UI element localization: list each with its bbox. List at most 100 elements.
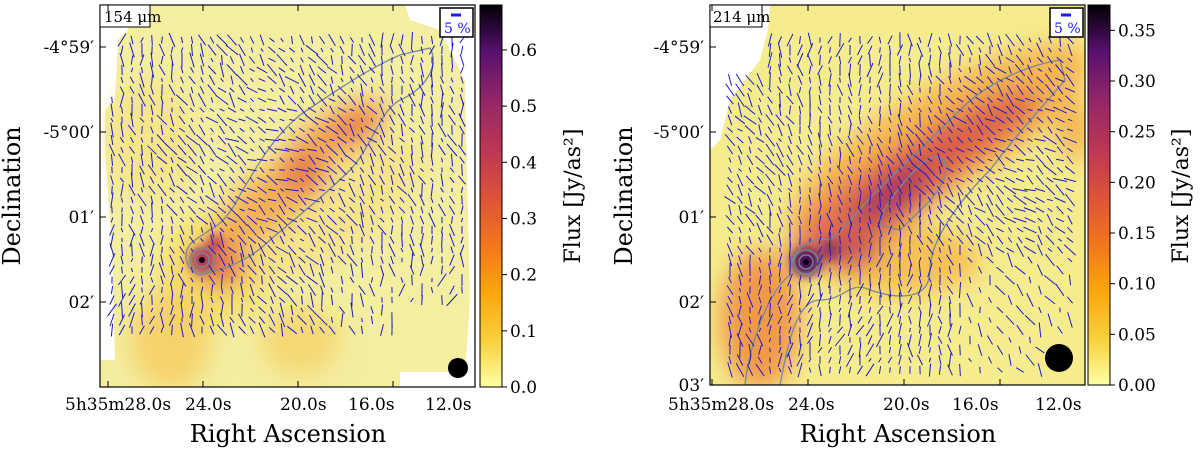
polarization-vector: [897, 124, 903, 136]
polarization-vector: [828, 197, 832, 203]
polarization-vector: [1056, 265, 1064, 275]
polarization-vector: [976, 168, 984, 172]
polarization-vector: [985, 86, 995, 94]
polarization-vector: [437, 273, 447, 287]
polarization-vector: [268, 46, 276, 54]
polarization-vector: [248, 276, 256, 284]
polarization-vector: [360, 83, 364, 97]
polarization-vector: [938, 286, 942, 294]
polarization-vector: [888, 237, 892, 243]
polarization-vector: [755, 214, 765, 226]
polarization-vector: [349, 244, 355, 256]
polarization-vector: [368, 66, 376, 74]
polarization-vector: [986, 185, 994, 195]
polarization-vector: [309, 263, 315, 277]
polarization-vector: [787, 173, 793, 187]
polarization-vector: [151, 74, 153, 86]
contours-214um: [744, 59, 1066, 385]
polarization-vector: [119, 53, 125, 67]
polarization-vector: [947, 177, 953, 183]
polarization-vector: [818, 333, 822, 347]
polarization-vector: [748, 227, 752, 233]
polarization-vector: [357, 54, 367, 66]
polarization-vector: [380, 117, 384, 123]
polarization-vector: [409, 83, 415, 97]
polarization-vector: [287, 95, 297, 105]
polarization-vector: [341, 287, 343, 293]
polarization-vector: [380, 206, 384, 214]
polarization-vector: [868, 307, 872, 313]
polarization-vector: [958, 77, 962, 83]
colorbar-154um: [479, 4, 503, 388]
polarization-vector: [249, 148, 255, 152]
polarization-vector: [1026, 175, 1034, 185]
polarization-vector: [320, 47, 324, 53]
polarization-vector: [967, 204, 973, 216]
polarization-vector: [107, 303, 117, 317]
polarization-vector: [898, 343, 902, 357]
polarization-vector: [298, 118, 306, 122]
polarization-vector: [938, 53, 942, 67]
scale-label-154um: 5 %: [444, 21, 471, 37]
polarization-vector: [261, 275, 263, 285]
polarization-vector: [1067, 257, 1073, 263]
polarization-vector: [836, 136, 844, 144]
polarization-vector: [788, 57, 792, 63]
polarization-vector: [918, 202, 922, 218]
polarization-vector: [188, 155, 196, 165]
polarization-vector: [380, 166, 384, 174]
polarization-vector: [907, 95, 913, 105]
polarization-vector: [986, 76, 994, 84]
polarization-vector: [349, 108, 355, 112]
polarization-vector: [948, 266, 952, 274]
polarization-vector: [728, 237, 732, 243]
polarization-vector: [389, 205, 395, 215]
polarization-vector: [247, 264, 257, 276]
polarization-vector: [956, 156, 964, 164]
polarization-vector: [995, 215, 1005, 225]
wavelength-label-214um: 214 μm: [713, 8, 770, 26]
polarization-vector: [269, 37, 275, 43]
polarization-vector: [219, 168, 225, 172]
polarization-vector: [400, 34, 404, 46]
polarization-vector: [1044, 295, 1056, 305]
polarization-vector: [878, 366, 882, 374]
polarization-vector: [879, 192, 881, 208]
polarization-vector: [290, 287, 294, 293]
polarization-vector: [859, 156, 861, 164]
polarization-vector: [289, 68, 295, 72]
polarization-vector: [1023, 245, 1037, 255]
polarization-vector: [797, 75, 803, 85]
polarization-vector: [1005, 77, 1015, 83]
polarization-vector: [977, 138, 983, 142]
polarization-vector: [928, 332, 932, 348]
polarization-vector: [325, 144, 339, 156]
polarization-vector: [744, 125, 756, 135]
polarization-vector: [768, 43, 772, 57]
polarization-vector: [219, 313, 225, 327]
polarization-vector: [737, 196, 743, 204]
polarization-vector: [306, 133, 318, 147]
polarization-vector: [1066, 296, 1074, 304]
polarization-vector: [777, 294, 783, 306]
polarization-vector: [856, 135, 864, 145]
polarization-vector: [764, 133, 776, 147]
polarization-vector: [809, 207, 811, 213]
polarization-vector: [247, 236, 257, 244]
polarization-vector: [998, 55, 1002, 65]
polarization-vector: [449, 85, 455, 95]
polarization-vector: [1018, 346, 1022, 354]
polarization-vector: [410, 226, 414, 234]
polarization-vector: [161, 286, 163, 294]
polarization-vector: [888, 146, 892, 154]
polarization-vector: [208, 275, 216, 285]
polarization-vector: [149, 62, 155, 78]
polarization-vector: [838, 307, 842, 313]
polarization-vector: [994, 147, 1006, 153]
polarization-vector: [735, 83, 745, 97]
polarization-vector: [380, 74, 384, 86]
polarization-vector: [277, 266, 287, 274]
y-tick-label-214um: -5°00′: [653, 123, 704, 143]
polarization-vector: [978, 187, 982, 193]
polarization-vector: [337, 136, 347, 144]
